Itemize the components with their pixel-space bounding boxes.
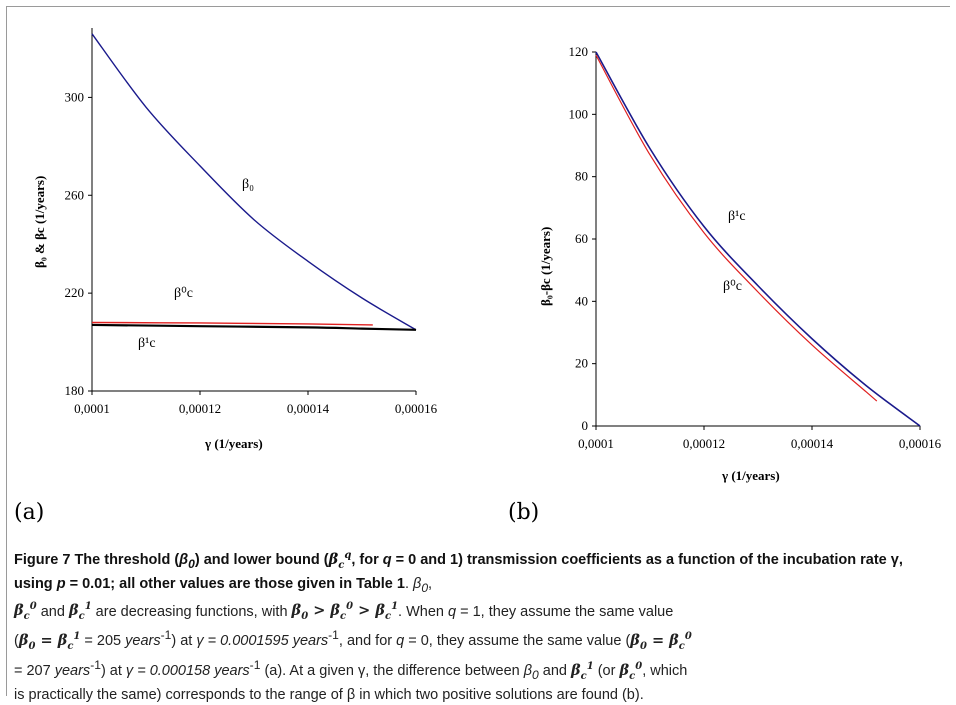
- series-line-0: [595, 51, 921, 427]
- y-tick-label: 260: [65, 187, 85, 202]
- series-line-1: [595, 54, 878, 402]
- y-tick-label: 180: [65, 383, 85, 398]
- chart-a-axes: [91, 28, 416, 392]
- x-tick-label: 0,00016: [899, 436, 942, 451]
- x-tick-label: 0,0001: [578, 436, 614, 451]
- x-tick-label: 0,00014: [791, 436, 834, 451]
- chart-b: 0 20 40 60 80 100 120 0,0001 0,00012 0,00014 0,000…: [538, 44, 942, 483]
- symbol-beta-c-q: βcq: [328, 550, 352, 571]
- caption-line-5: is practically the same) corresponds to …: [14, 686, 644, 703]
- figure-border-left: [6, 6, 7, 696]
- x-tick-label: 0,00012: [179, 401, 221, 416]
- chart-a-ticks: 180 220 260 300 0,0001 0,00012 0,00014 0,00016: [65, 89, 438, 416]
- chart-a-ylabel: β₀ & βc (1/years): [32, 176, 47, 268]
- chart-a-lines: [91, 33, 417, 331]
- series-line-1: [91, 321, 373, 326]
- chart-b-xlabel: γ (1/years): [721, 468, 780, 483]
- y-tick-label: 220: [65, 285, 85, 300]
- y-tick-label: 100: [569, 106, 589, 121]
- chart-b-ylabel: β₀-βc (1/years): [538, 227, 553, 306]
- caption-line-3: (β0 = βc1 = 205 years-1) at γ = 0.000159…: [14, 628, 692, 653]
- y-tick-label: 0: [582, 418, 589, 433]
- chart-b-label-beta-c0: β⁰c: [723, 279, 742, 294]
- series-line-2: [91, 323, 417, 331]
- chart-b-label-beta-c1: β¹c: [728, 209, 746, 224]
- chart-b-ticks: 0 20 40 60 80 100 120 0,0001 0,00012 0,00014 0,000…: [569, 44, 942, 451]
- panel-label-a: (a): [14, 500, 45, 525]
- y-tick-label: 300: [65, 89, 85, 104]
- y-tick-label: 20: [575, 356, 588, 371]
- x-tick-label: 0,00016: [395, 401, 438, 416]
- y-tick-label: 120: [569, 44, 589, 59]
- figure-label: Figure 7: [14, 551, 71, 568]
- panel-label-b: (b): [508, 500, 540, 525]
- chart-a-label-beta-c1: β¹c: [138, 336, 156, 351]
- chart-a-label-beta0: β₀: [242, 177, 254, 192]
- caption-line-2: βc0 and βc1 are decreasing functions, wi…: [14, 601, 674, 623]
- x-tick-label: 0,00014: [287, 401, 330, 416]
- series-line-0: [91, 33, 417, 331]
- chart-a-label-beta-c0: β⁰c: [174, 286, 193, 301]
- figure-border-top: [6, 6, 950, 7]
- caption-title: Figure 7 The threshold (β0) and lower bo…: [14, 550, 903, 595]
- chart-b-lines: [595, 51, 921, 427]
- caption-line-4: = 207 years-1) at γ = 0.000158 years-1 (…: [14, 658, 688, 682]
- y-tick-label: 80: [575, 169, 588, 184]
- x-tick-label: 0,0001: [74, 401, 110, 416]
- y-tick-label: 60: [575, 231, 588, 246]
- x-tick-label: 0,00012: [683, 436, 725, 451]
- y-tick-label: 40: [575, 293, 588, 308]
- chart-b-axes: [595, 52, 920, 427]
- figure-caption: Figure 7 The threshold (β0) and lower bo…: [14, 546, 944, 705]
- chart-a-xlabel: γ (1/years): [204, 436, 263, 451]
